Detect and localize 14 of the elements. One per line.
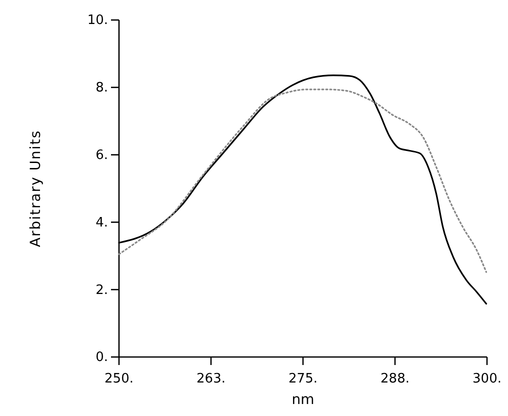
x-tick-label: 300. xyxy=(472,371,502,386)
x-tick-label: 250. xyxy=(104,371,134,386)
x-axis-title: nm xyxy=(292,392,314,408)
x-tick-label: 263. xyxy=(196,371,226,386)
y-axis-title: Arbitrary Units xyxy=(28,130,44,248)
y-tick-label: 2. xyxy=(96,282,108,298)
line-series xyxy=(118,88,488,273)
y-tick-label: 8. xyxy=(96,80,108,96)
y-tick-label: 10. xyxy=(87,13,108,28)
x-tick-label: 288. xyxy=(380,371,410,386)
y-tick-label: 0. xyxy=(96,350,108,366)
x-tick-label: 275. xyxy=(288,371,318,386)
y-tick-label: 4. xyxy=(96,215,108,230)
y-tick-label: 6. xyxy=(96,148,108,163)
